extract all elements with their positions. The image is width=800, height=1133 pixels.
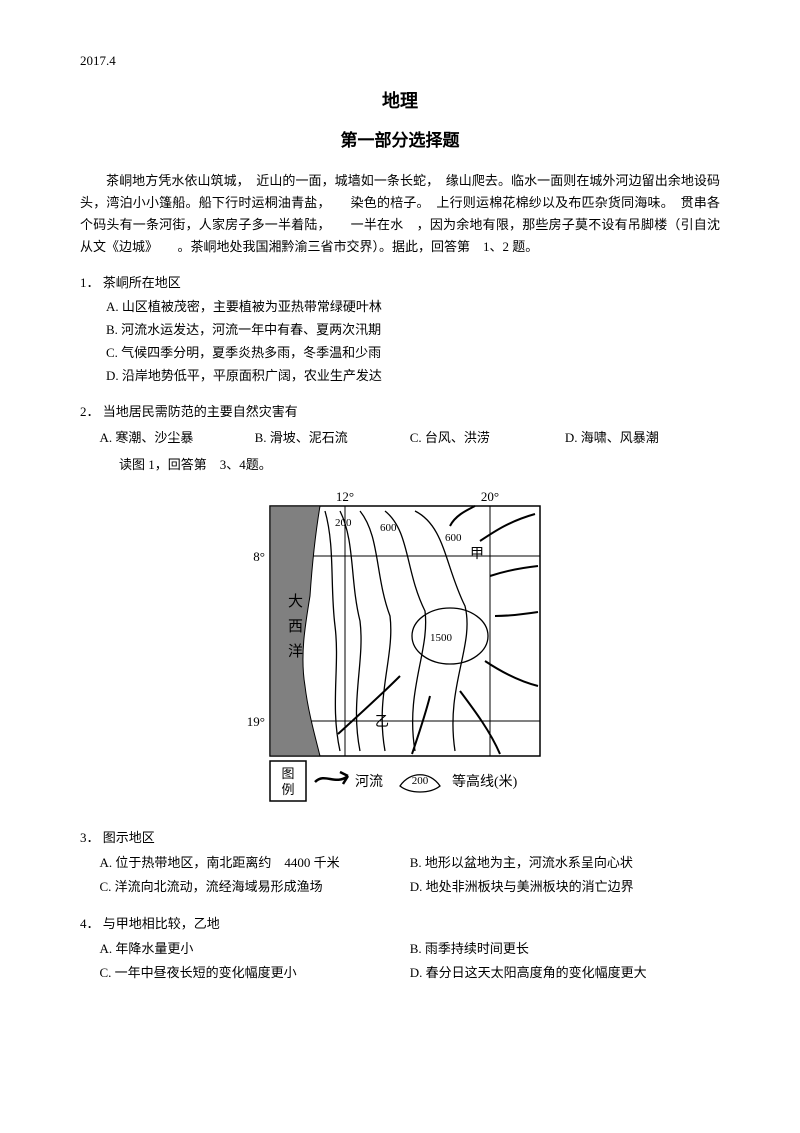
option-d: D. 海啸、风暴潮 <box>565 427 720 449</box>
place-label-jia: 甲 <box>470 547 484 562</box>
option-c: C. 气候四季分明，夏季炎热多雨，冬季温和少雨 <box>106 342 720 364</box>
passage-text: 茶峒地方凭水依山筑城， 近山的一面，城墙如一条长蛇， 缘山爬去。临水一面则在城外… <box>80 170 720 258</box>
question-stem: 与甲地相比较，乙地 <box>103 916 220 931</box>
option-b: B. 河流水运发达，河流一年中有春、夏两次汛期 <box>106 319 720 341</box>
legend-contour-label: 等高线(米) <box>452 773 518 790</box>
lon-tick: 20° <box>481 489 499 504</box>
question-stem: 茶峒所在地区 <box>103 275 181 290</box>
option-a: A. 寒潮、沙尘暴 <box>100 427 255 449</box>
option-a: A. 山区植被茂密，主要植被为亚热带常绿硬叶林 <box>106 296 720 318</box>
lat-tick: 8° <box>253 549 265 564</box>
option-list: A. 年降水量更小 B. 雨季持续时间更长 C. 一年中昼夜长短的变化幅度更小 … <box>80 937 720 985</box>
question-number: 3． <box>80 830 100 845</box>
sea-label-char: 西 <box>288 619 303 635</box>
option-a: A. 位于热带地区，南北距离约 4400 千米 <box>100 852 410 874</box>
subject-title: 地理 <box>80 86 720 117</box>
question-1: 1． 茶峒所在地区 A. 山区植被茂密，主要植被为亚热带常绿硬叶林 B. 河流水… <box>80 272 720 387</box>
question-stem: 图示地区 <box>103 830 155 845</box>
option-c: C. 台风、洪涝 <box>410 427 565 449</box>
legend-title: 例 <box>281 782 294 797</box>
date-label: 2017.4 <box>80 50 720 72</box>
lat-tick: 19° <box>247 714 265 729</box>
option-c: C. 洋流向北流动，流经海域易形成渔场 <box>100 876 410 898</box>
option-b: B. 地形以盆地为主，河流水系呈向心状 <box>410 852 720 874</box>
sea-label-char: 大 <box>288 593 303 610</box>
figure-1-map: 12° 20° 8° 19° 大 西 洋 200 600 600 1500 甲 … <box>80 486 720 813</box>
question-2: 2． 当地居民需防范的主要自然灾害有 A. 寒潮、沙尘暴 B. 滑坡、泥石流 C… <box>80 401 720 475</box>
legend-title: 图 <box>281 766 294 781</box>
contour-label: 600 <box>445 532 462 544</box>
contour-label: 600 <box>380 522 397 534</box>
option-a: A. 年降水量更小 <box>100 938 410 960</box>
option-d: D. 春分日这天太阳高度角的变化幅度更大 <box>410 962 720 984</box>
option-list: A. 寒潮、沙尘暴 B. 滑坡、泥石流 C. 台风、洪涝 D. 海啸、风暴潮 <box>80 426 720 450</box>
question-4: 4． 与甲地相比较，乙地 A. 年降水量更小 B. 雨季持续时间更长 C. 一年… <box>80 913 720 985</box>
option-b: B. 滑坡、泥石流 <box>255 427 410 449</box>
legend-contour-value: 200 <box>412 775 429 787</box>
question-number: 2． <box>80 404 100 419</box>
contour-label: 1500 <box>430 632 453 644</box>
option-b: B. 雨季持续时间更长 <box>410 938 720 960</box>
sea-label-char: 洋 <box>288 643 303 660</box>
section-title: 第一部分选择题 <box>80 127 720 156</box>
option-d: D. 沿岸地势低平，平原面积广阔，农业生产发达 <box>106 365 720 387</box>
place-label-yi: 乙 <box>375 714 389 730</box>
question-number: 1． <box>80 275 100 290</box>
question-number: 4． <box>80 916 100 931</box>
question-3: 3． 图示地区 A. 位于热带地区，南北距离约 4400 千米 B. 地形以盆地… <box>80 827 720 899</box>
option-c: C. 一年中昼夜长短的变化幅度更小 <box>100 962 410 984</box>
contour-label: 200 <box>335 517 352 529</box>
lon-tick: 12° <box>336 489 354 504</box>
figure-instruction: 读图 1，回答第 3、4题。 <box>80 454 720 476</box>
option-list: A. 山区植被茂密，主要植被为亚热带常绿硬叶林 B. 河流水运发达，河流一年中有… <box>80 296 720 387</box>
legend-river-label: 河流 <box>355 774 383 790</box>
map-svg: 12° 20° 8° 19° 大 西 洋 200 600 600 1500 甲 … <box>240 486 560 806</box>
option-list: A. 位于热带地区，南北距离约 4400 千米 B. 地形以盆地为主，河流水系呈… <box>80 851 720 899</box>
question-stem: 当地居民需防范的主要自然灾害有 <box>103 404 298 419</box>
option-d: D. 地处非洲板块与美洲板块的消亡边界 <box>410 876 720 898</box>
